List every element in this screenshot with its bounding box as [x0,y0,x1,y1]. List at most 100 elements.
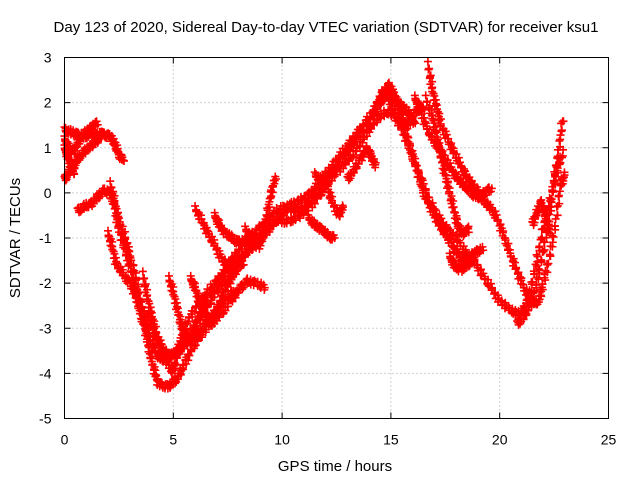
data-point [282,219,291,228]
data-point [214,303,223,312]
data-point [447,143,456,152]
data-point [550,169,559,178]
data-point [447,192,456,201]
y-tick-label: -5 [39,411,52,427]
data-point [151,327,160,336]
data-point [519,280,528,289]
data-point [435,138,444,147]
data-point [230,291,239,300]
data-point [232,267,241,276]
data-point [532,250,541,259]
data-point [107,242,116,251]
data-point [431,99,440,108]
x-axis-label: GPS time / hours [278,458,392,475]
y-tick-label: -3 [39,320,52,336]
data-point [547,195,556,204]
data-point [544,259,553,268]
data-point [422,193,431,202]
data-point [114,212,123,221]
y-tick-label: -4 [39,365,52,381]
series-track-20 [421,91,473,241]
data-point [487,184,496,193]
data-point [146,307,155,316]
data-point [106,183,115,192]
data-point [272,174,281,183]
data-point [96,127,105,136]
data-point [551,161,560,170]
series-track-11 [191,201,239,272]
data-point [330,233,339,242]
data-point [112,257,121,266]
data-point [529,267,538,276]
data-point [429,207,438,216]
series-track-10 [186,257,248,330]
data-point [559,117,568,126]
data-point [455,158,464,167]
data-point [422,97,431,106]
series-track-21 [445,249,478,276]
data-point [421,91,430,100]
data-point [545,224,554,233]
data-point [233,251,242,260]
data-point [92,117,101,126]
data-point [371,160,380,169]
data-point [210,239,219,248]
data-point [233,286,242,295]
data-point [440,166,449,175]
y-tick-label: 2 [44,95,52,111]
data-point [435,147,444,156]
data-point [487,283,496,292]
data-point [123,238,132,247]
data-point [427,204,436,213]
data-point [170,359,179,368]
data-point [479,246,488,255]
series-track-13 [241,172,281,253]
data-point [335,210,344,219]
x-tick-label: 15 [383,432,399,448]
data-point [534,275,543,284]
y-tick-label: 1 [44,140,52,156]
data-point [315,186,324,195]
data-point [427,84,436,93]
data-point [539,247,548,256]
series-track-14 [310,168,348,221]
data-point [142,292,151,301]
series-track-15 [304,210,339,244]
data-point [185,351,194,360]
data-point [464,222,473,231]
data-point [338,201,347,210]
data-point [134,280,143,289]
data-point [352,147,361,156]
data-point [536,197,545,206]
data-point [84,203,93,212]
data-point [192,321,201,330]
data-point [420,117,429,126]
data-point [93,120,102,129]
data-point [512,263,521,272]
data-point [543,268,552,277]
data-point [406,141,415,150]
data-point [203,226,212,235]
data-point [431,126,440,135]
data-point [110,197,119,206]
data-point [291,216,300,225]
data-point [357,126,366,135]
data-point [125,247,134,256]
data-point [435,109,444,118]
data-point [444,182,453,191]
data-point [423,57,432,66]
data-point [535,266,544,275]
data-point [70,169,79,178]
data-point [215,297,224,306]
data-point [543,216,552,225]
x-tick-label: 10 [274,432,290,448]
data-point [532,280,541,289]
data-point [545,250,554,259]
data-point [300,196,309,205]
chart-title: Day 123 of 2020, Sidereal Day-to-day VTE… [54,19,599,36]
data-point [264,200,273,209]
series-track-22 [513,117,568,329]
data-point [260,283,269,292]
data-point [517,276,526,285]
